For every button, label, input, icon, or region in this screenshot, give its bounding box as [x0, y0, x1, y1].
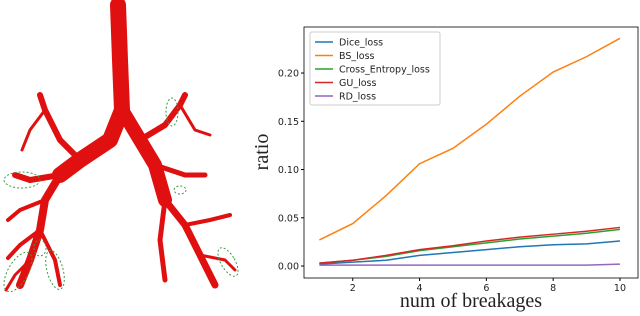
x-tick-label: 6 — [483, 283, 489, 294]
y-tick-label: 0.05 — [278, 213, 299, 224]
legend-label: GU_loss — [339, 78, 376, 89]
series-line — [319, 263, 620, 266]
legend-label: BS_loss — [339, 51, 375, 62]
y-tick-label: 0.15 — [278, 117, 299, 128]
plot-frame — [303, 26, 639, 279]
airway-render — [3, 0, 239, 293]
legend-label: Dice_loss — [339, 38, 383, 49]
series-line — [319, 37, 621, 241]
x-tick-label: 4 — [417, 283, 423, 294]
x-tick-label: 10 — [614, 283, 626, 294]
x-tick-label: 2 — [350, 283, 356, 294]
y-tick-label: 0.00 — [278, 262, 299, 273]
y-tick-label: 0.10 — [278, 165, 299, 176]
x-tick-label: 8 — [550, 283, 556, 294]
legend-label: RD_loss — [339, 92, 376, 103]
series-line — [319, 226, 621, 264]
y-tick-label: 0.20 — [278, 69, 299, 80]
x-axis-label: num of breakages — [400, 290, 542, 312]
legend-box — [309, 31, 441, 106]
y-axis-label: ratio — [251, 134, 273, 171]
chart: ratio num of breakages 0.00 0.05 0.10 0.15 0… — [251, 26, 639, 312]
legend-label: Cross_Entropy_loss — [339, 65, 430, 76]
series-line — [319, 240, 621, 265]
